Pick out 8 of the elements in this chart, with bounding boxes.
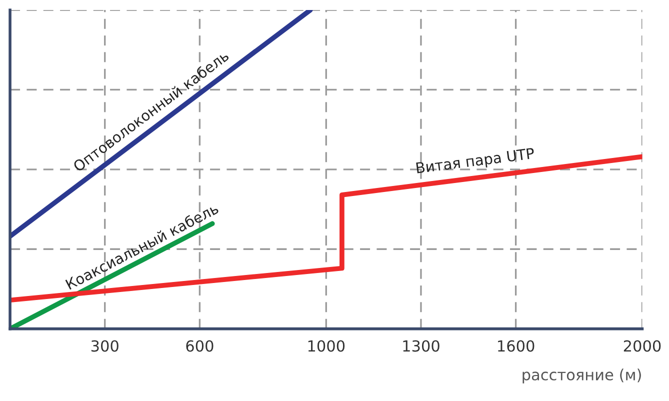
x-tick-label: 2000 [624,340,661,352]
x-tick-label: 300 [91,340,118,352]
x-tick-label: 1300 [403,340,440,352]
x-tick-label: 600 [186,340,214,352]
x-tick-label: 1600 [498,340,534,352]
x-tick-label: 1000 [308,340,345,352]
text: Витая пара UTP [416,148,535,176]
x-axis-title: расстояние (м) [522,368,641,384]
